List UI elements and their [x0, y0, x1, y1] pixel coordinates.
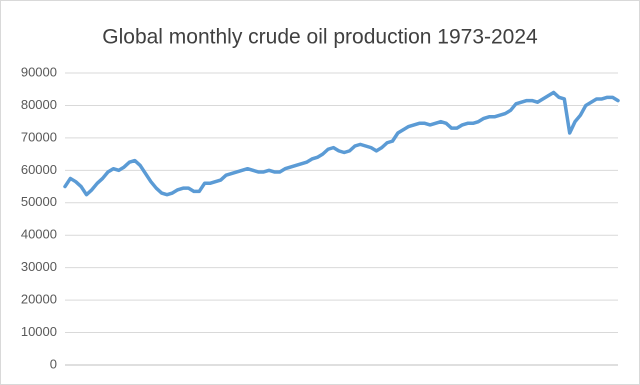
- y-tick-label: 40000: [21, 227, 57, 242]
- chart-title: Global monthly crude oil production 1973…: [102, 26, 538, 49]
- y-tick-label: 70000: [21, 129, 57, 144]
- y-tick-label: 0: [50, 356, 57, 371]
- y-tick-label: 50000: [21, 194, 57, 209]
- y-tick-label: 10000: [21, 324, 57, 339]
- y-tick-label: 30000: [21, 259, 57, 274]
- y-tick-label: 80000: [21, 97, 57, 112]
- data-line: [63, 90, 620, 197]
- y-tick-label: 20000: [21, 292, 57, 307]
- y-tick-label: 60000: [21, 162, 57, 177]
- y-tick-label: 90000: [21, 64, 57, 79]
